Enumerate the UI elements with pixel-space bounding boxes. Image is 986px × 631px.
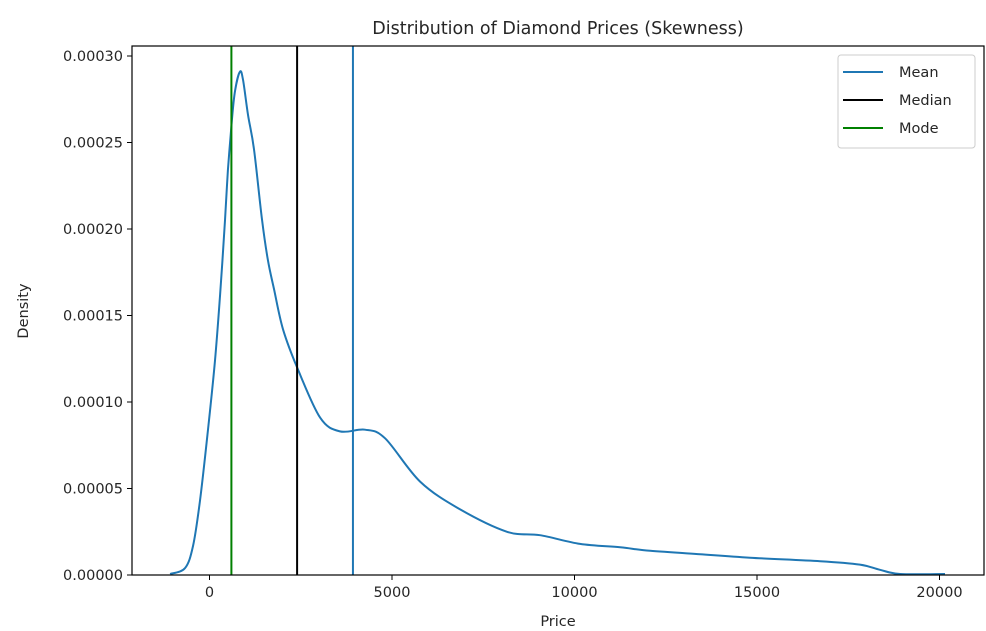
x-tick-label: 5000 <box>374 585 411 601</box>
legend-median-label: Median <box>899 93 952 109</box>
y-axis-label: Density <box>16 283 32 339</box>
y-tick-label: 0.00010 <box>63 395 123 411</box>
x-axis: 0 5000 10000 15000 20000 <box>205 575 963 601</box>
legend-box <box>837 54 976 149</box>
x-tick-label: 0 <box>205 585 214 601</box>
x-tick-label: 15000 <box>734 585 780 601</box>
y-tick-label: 0.00015 <box>63 309 123 325</box>
x-tick-label: 20000 <box>916 585 962 601</box>
axes-frame <box>131 45 985 576</box>
chart-title: Distribution of Diamond Prices (Skewness… <box>372 19 743 39</box>
y-tick-label: 0.00020 <box>63 222 123 238</box>
kde-curve <box>169 70 946 576</box>
y-axis: 0.00000 0.00005 0.00010 0.00015 0.00020 0.000… <box>63 49 132 584</box>
legend-mode-label: Mode <box>899 121 939 137</box>
y-tick-label: 0.00025 <box>63 136 123 152</box>
y-tick-label: 0.00005 <box>63 482 123 498</box>
x-tick-label: 10000 <box>551 585 597 601</box>
legend-mean-label: Mean <box>899 65 939 81</box>
y-tick-label: 0.00000 <box>63 568 123 584</box>
x-axis-label: Price <box>540 614 575 630</box>
legend: Mean Median Mode <box>837 54 976 149</box>
plot-area <box>169 46 946 576</box>
y-tick-label: 0.00030 <box>63 49 123 65</box>
